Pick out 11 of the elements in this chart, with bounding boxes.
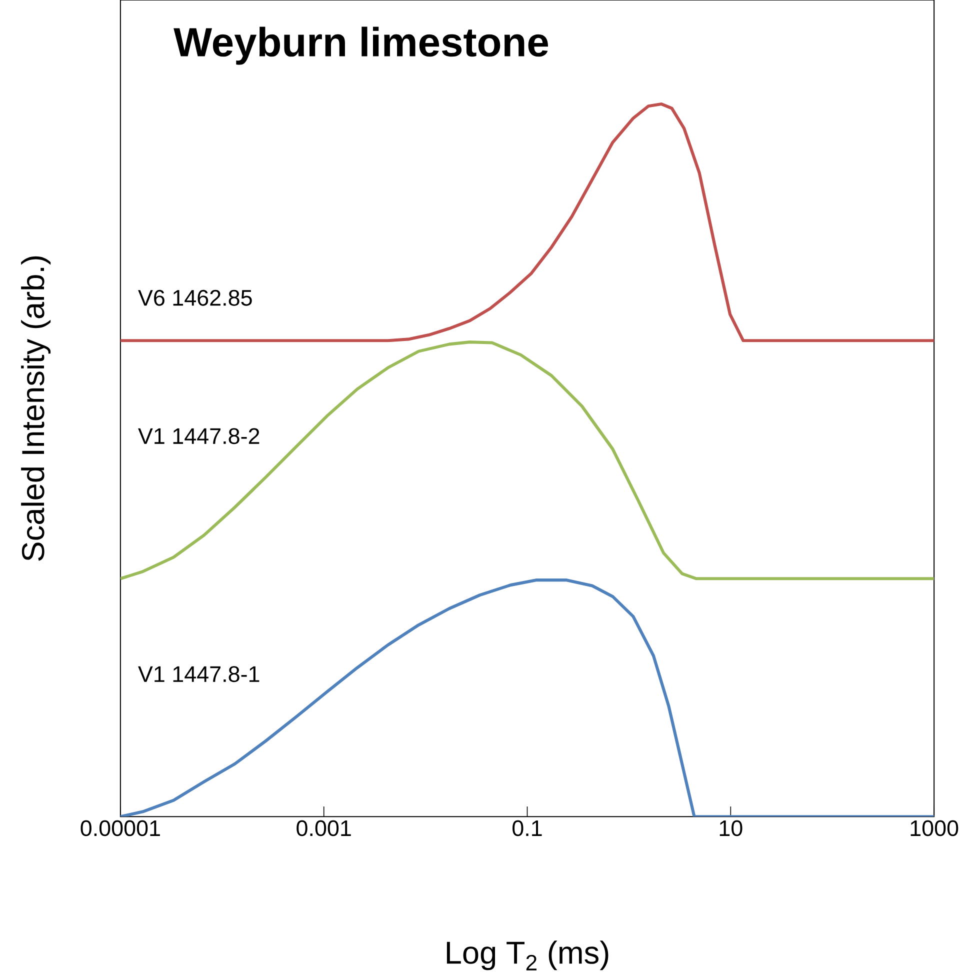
chart-title: Weyburn limestone [174,26,548,65]
series-label: V6 1462.85 [138,290,252,306]
text: V1 1447.8-1 [138,666,260,682]
x-tick-label: 0.00001 [80,820,160,836]
x-axis-title: Log T$_{2}$ (ms) [447,940,608,970]
x-tick-label: 1000 [910,820,958,836]
x-tick-label: 0.1 [512,820,542,836]
x-tick-label: 0.001 [296,820,351,836]
y-axis-title: Scaled Intensity (arb.) [21,256,51,561]
x-tick-label: 10 [720,820,742,836]
series-label: V1 1447.8-2 [138,428,260,444]
